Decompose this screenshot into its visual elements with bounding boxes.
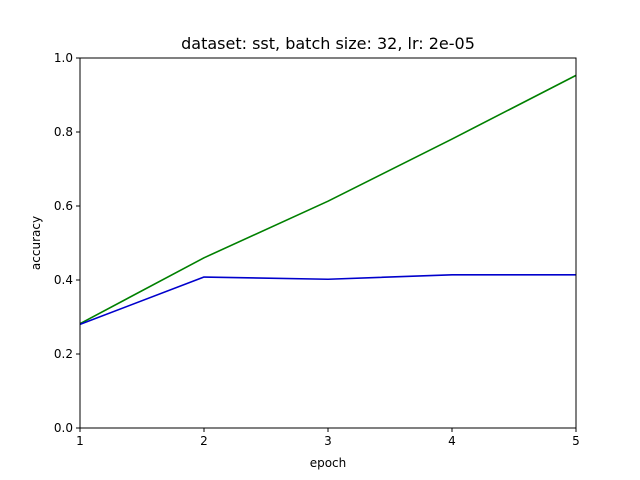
y-axis-label: accuracy — [29, 216, 43, 270]
y-tick-label: 0.6 — [54, 199, 73, 213]
chart-title: dataset: sst, batch size: 32, lr: 2e-05 — [181, 34, 475, 53]
x-tick-label: 4 — [448, 434, 456, 448]
x-axis: 1 2 3 4 5 — [76, 428, 580, 448]
x-tick-label: 5 — [572, 434, 580, 448]
y-tick-label: 1.0 — [54, 51, 73, 65]
series-line-1 — [79, 74, 577, 325]
series-layer — [79, 74, 577, 326]
x-tick-label: 2 — [200, 434, 208, 448]
y-tick-label: 0.8 — [54, 125, 73, 139]
y-tick-label: 0.2 — [54, 347, 73, 361]
x-tick-label: 1 — [76, 434, 84, 448]
y-axis: 0.0 0.2 0.4 0.6 0.8 1.0 — [54, 51, 80, 435]
y-tick-label: 0.4 — [54, 273, 73, 287]
x-tick-label: 3 — [324, 434, 332, 448]
x-axis-label: epoch — [310, 456, 347, 470]
series-line-2 — [79, 274, 576, 326]
y-tick-label: 0.0 — [54, 421, 73, 435]
